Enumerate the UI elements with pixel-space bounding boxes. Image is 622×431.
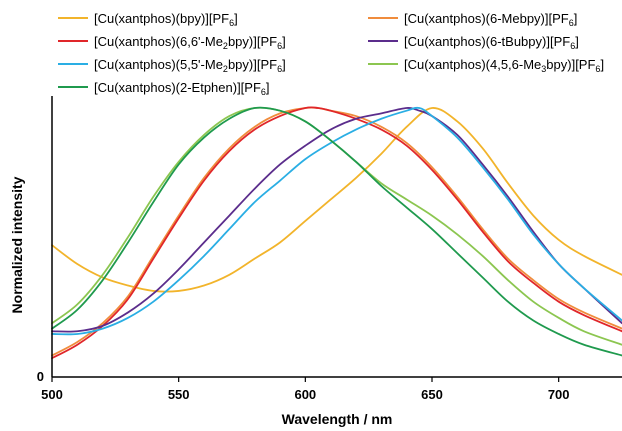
legend-label-6: [Cu(xantphos)(4,5,6-Me3bpy)][PF6]	[404, 57, 604, 74]
x-tick-layer: 500 550 600 650 700	[41, 377, 570, 402]
legend-label-5: [Cu(xantphos)(5,5'-Me2bpy)][PF6]	[94, 57, 286, 74]
axes	[51, 96, 622, 378]
legend-label-3: [Cu(xantphos)(6,6'-Me2bpy)][PF6]	[94, 34, 286, 51]
series-line-5	[51, 106, 622, 336]
series-line-4	[51, 107, 622, 333]
series-line-7	[51, 106, 622, 357]
legend-label-2: [Cu(xantphos)(6-Mebpy)][PF6]	[404, 11, 577, 28]
legend-item-4: [Cu(xantphos)(6-tBubpy)][PF6]	[368, 34, 579, 51]
y-tick-layer: 0	[37, 369, 44, 384]
series-line-1	[51, 107, 622, 293]
legend-item-5: [Cu(xantphos)(5,5'-Me2bpy)][PF6]	[58, 57, 286, 74]
x-tick-label-500: 500	[41, 387, 63, 402]
x-tick-label-650: 650	[421, 387, 443, 402]
x-tick-label-550: 550	[168, 387, 190, 402]
legend-item-1: [Cu(xantphos)(bpy)][PF6]	[58, 11, 238, 28]
x-tick-label-600: 600	[294, 387, 316, 402]
series-layer	[51, 106, 622, 360]
legend-label-1: [Cu(xantphos)(bpy)][PF6]	[94, 11, 238, 28]
legend-item-7: [Cu(xantphos)(2-Etphen)][PF6]	[58, 80, 270, 97]
legend-item-6: [Cu(xantphos)(4,5,6-Me3bpy)][PF6]	[368, 57, 604, 74]
legend-label-4: [Cu(xantphos)(6-tBubpy)][PF6]	[404, 34, 579, 51]
y-tick-label-0: 0	[37, 369, 44, 384]
legend-item-3: [Cu(xantphos)(6,6'-Me2bpy)][PF6]	[58, 34, 286, 51]
x-axis-label: Wavelength / nm	[282, 411, 393, 427]
y-axis-label: Normalized intensity	[9, 176, 25, 313]
legend-label-7: [Cu(xantphos)(2-Etphen)][PF6]	[94, 80, 270, 97]
legend: [Cu(xantphos)(bpy)][PF6] [Cu(xantphos)(6-…	[58, 11, 604, 97]
x-tick-label-700: 700	[548, 387, 570, 402]
legend-item-2: [Cu(xantphos)(6-Mebpy)][PF6]	[368, 11, 577, 28]
series-line-3	[51, 106, 622, 360]
